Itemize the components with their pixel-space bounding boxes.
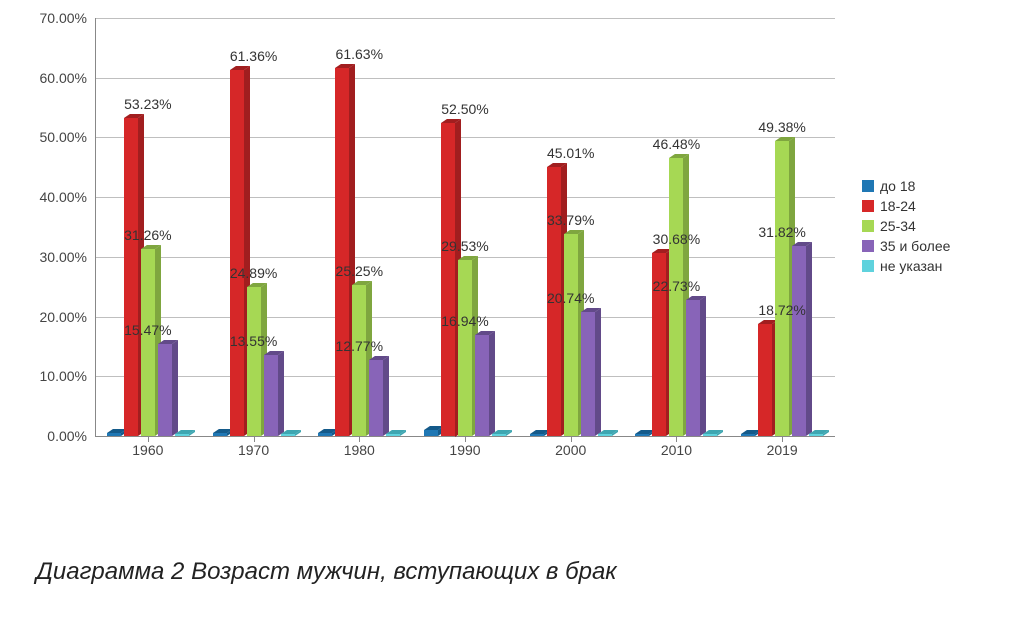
chart-stage: 0.00% 10.00% 20.00% 30.00% 40.00% 50.00% 60.00… — [0, 0, 1024, 636]
legend-swatch — [862, 240, 874, 252]
x-tick-label: 1990 — [449, 436, 480, 458]
legend-swatch — [862, 220, 874, 232]
x-tick-label: 1960 — [132, 436, 163, 458]
bar-side-face — [172, 340, 178, 436]
bar-side-face — [700, 296, 706, 436]
bar — [581, 312, 595, 436]
chart-plot-area: 0.00%10.00%20.00%30.00%40.00%50.00%60.00… — [95, 18, 835, 436]
bar — [213, 433, 227, 436]
gridline — [95, 137, 835, 138]
chart-caption: Диаграмма 2 Возраст мужчин, вступающих в… — [36, 558, 617, 586]
x-tick-label: 2019 — [767, 436, 798, 458]
bar-value-label: 24.89% — [230, 265, 277, 281]
bar-value-label: 18.72% — [758, 302, 805, 318]
bar — [175, 434, 189, 436]
bar — [230, 70, 244, 436]
bar — [424, 430, 438, 436]
x-tick-label: 2000 — [555, 436, 586, 458]
bar — [124, 118, 138, 436]
bar-value-label: 45.01% — [547, 145, 594, 161]
bar-value-label: 49.38% — [758, 119, 805, 135]
legend-swatch — [862, 180, 874, 192]
gridline — [95, 78, 835, 79]
chart-legend: до 18 18-24 25-34 35 и более не указан — [862, 178, 950, 278]
y-tick-label: 40.00% — [40, 189, 95, 205]
gridline — [95, 18, 835, 19]
legend-label: 18-24 — [880, 198, 916, 214]
legend-label: до 18 — [880, 178, 915, 194]
y-tick-label: 10.00% — [40, 368, 95, 384]
bar — [335, 68, 349, 436]
bar-side-face — [383, 356, 389, 436]
bar — [158, 344, 172, 436]
legend-label: 25-34 — [880, 218, 916, 234]
legend-label: не указан — [880, 258, 942, 274]
bar-value-label: 52.50% — [441, 101, 488, 117]
bar — [758, 324, 772, 436]
legend-swatch — [862, 260, 874, 272]
bar-value-label: 33.79% — [547, 212, 594, 228]
legend-item: 35 и более — [862, 238, 950, 254]
bar — [564, 234, 578, 436]
legend-swatch — [862, 200, 874, 212]
bar — [741, 434, 755, 436]
bar-value-label: 22.73% — [653, 278, 700, 294]
bar-value-label: 46.48% — [653, 136, 700, 152]
bar-value-label: 15.47% — [124, 322, 171, 338]
bar — [247, 287, 261, 436]
bar — [458, 260, 472, 436]
bar-value-label: 16.94% — [441, 313, 488, 329]
bar — [475, 335, 489, 436]
x-tick-label: 1980 — [344, 436, 375, 458]
bar — [318, 433, 332, 436]
bar-value-label: 29.53% — [441, 238, 488, 254]
y-tick-label: 20.00% — [40, 309, 95, 325]
bar — [492, 434, 506, 436]
bar — [809, 434, 823, 436]
bar-value-label: 61.63% — [336, 46, 383, 62]
bar — [598, 434, 612, 436]
legend-item: до 18 — [862, 178, 950, 194]
bar-value-label: 53.23% — [124, 96, 171, 112]
bar — [264, 355, 278, 436]
x-tick-label: 1970 — [238, 436, 269, 458]
bar — [635, 434, 649, 436]
bar — [792, 246, 806, 436]
bar-value-label: 31.26% — [124, 227, 171, 243]
bar-value-label: 25.25% — [336, 263, 383, 279]
bar-side-face — [595, 308, 601, 436]
x-tick-label: 2010 — [661, 436, 692, 458]
legend-item: не указан — [862, 258, 950, 274]
legend-label: 35 и более — [880, 238, 950, 254]
bar — [107, 433, 121, 436]
y-axis-line — [95, 18, 96, 436]
bar — [352, 285, 366, 436]
bar-value-label: 13.55% — [230, 333, 277, 349]
y-tick-label: 30.00% — [40, 249, 95, 265]
y-tick-label: 70.00% — [40, 10, 95, 26]
bar-side-face — [278, 351, 284, 436]
y-tick-label: 60.00% — [40, 70, 95, 86]
bar-value-label: 31.82% — [758, 224, 805, 240]
bar — [703, 434, 717, 436]
bar — [141, 249, 155, 436]
bar — [441, 123, 455, 437]
bar-value-label: 12.77% — [336, 338, 383, 354]
bar — [669, 158, 683, 436]
legend-item: 18-24 — [862, 198, 950, 214]
bar — [369, 360, 383, 436]
gridline — [95, 197, 835, 198]
bar-value-label: 20.74% — [547, 290, 594, 306]
y-tick-label: 0.00% — [47, 428, 95, 444]
bar — [386, 434, 400, 436]
bar-value-label: 61.36% — [230, 48, 277, 64]
bar-side-face — [806, 242, 812, 436]
bar-value-label: 30.68% — [653, 231, 700, 247]
bar — [686, 300, 700, 436]
bar — [281, 434, 295, 436]
legend-item: 25-34 — [862, 218, 950, 234]
bar — [775, 141, 789, 436]
bar-side-face — [489, 331, 495, 436]
y-tick-label: 50.00% — [40, 129, 95, 145]
